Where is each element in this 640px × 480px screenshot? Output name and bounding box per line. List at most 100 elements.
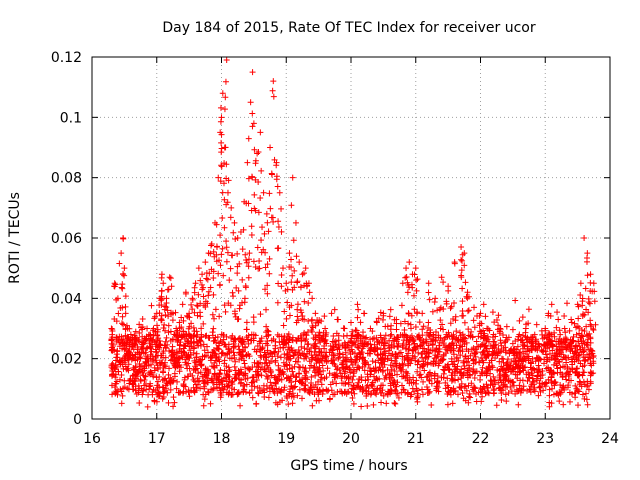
cluster-point [239,246,246,253]
data-point [412,265,419,272]
background-point [151,397,158,404]
cluster-point [122,303,129,310]
cluster-point [405,320,412,327]
cluster-point [174,359,181,366]
background-point [557,389,564,396]
background-point [316,329,323,336]
background-point [419,386,426,393]
background-point [489,309,496,316]
background-point [267,379,274,386]
cluster-point [450,331,457,338]
background-point [181,376,188,383]
cluster-point [589,288,596,295]
background-point [293,374,300,381]
background-point [331,306,338,313]
cluster-point [142,337,149,344]
cluster-point [510,346,517,353]
background-point [345,379,352,386]
background-point [161,362,168,369]
data-point [577,280,584,287]
background-point [167,386,174,393]
background-point [176,355,183,362]
background-point [201,378,208,385]
data-point [348,319,354,326]
cluster-point [288,264,295,271]
background-point [274,331,281,338]
cluster-point [235,316,242,323]
background-point [375,315,382,322]
background-point [436,380,443,387]
background-point [520,367,527,374]
background-point [476,358,483,365]
background-point [314,386,321,393]
background-point [185,373,192,380]
background-point [113,388,120,395]
background-point [326,396,333,403]
background-point [279,369,286,376]
cluster-point [300,270,307,277]
background-point [226,368,233,375]
background-point [121,384,128,391]
background-point [193,365,200,372]
background-point [258,335,265,342]
cluster-point [482,313,489,320]
background-point [567,348,574,355]
cluster-point [386,337,393,344]
y-tick-label: 0.08 [51,171,82,187]
background-point [416,319,423,326]
cluster-point [242,283,249,290]
background-point [169,317,176,324]
cluster-point [305,318,312,325]
background-point [174,337,181,344]
cluster-point [113,296,120,303]
background-point [287,373,294,380]
cluster-point [114,348,121,355]
data-point [280,265,287,272]
background-point [391,367,398,374]
data-point [267,144,274,151]
cluster-point [285,331,292,338]
background-point [210,373,217,380]
background-point [421,367,428,374]
background-point [498,363,505,370]
background-point [577,360,584,367]
data-point [218,114,225,121]
background-point [487,370,494,377]
cluster-point [227,214,234,221]
cluster-point [146,370,153,377]
cluster-point [120,271,127,278]
background-point [495,312,502,319]
background-point [535,392,542,399]
data-point [354,301,361,308]
background-point [125,361,132,368]
background-point [208,386,215,393]
background-point [162,338,169,345]
background-point [516,317,523,324]
cluster-point [458,256,465,263]
background-point [183,356,190,363]
cluster-point [161,321,168,328]
background-point [154,378,161,385]
background-point [243,381,250,388]
background-point [420,361,427,368]
data-point [257,129,264,136]
cluster-point [218,251,225,258]
background-point [201,371,208,378]
background-point [420,378,427,385]
background-point [141,377,148,384]
background-point [221,357,228,364]
background-point [156,373,163,380]
background-point [364,371,371,378]
background-point [264,347,271,354]
background-point [201,396,208,403]
cluster-point [266,255,273,262]
background-point [570,337,577,344]
background-point [413,385,420,392]
background-point [564,384,571,391]
background-point [516,349,523,356]
cluster-point [464,295,471,302]
cluster-point [213,251,220,258]
background-point [540,347,547,354]
cluster-point [397,320,404,327]
background-point [556,398,563,405]
